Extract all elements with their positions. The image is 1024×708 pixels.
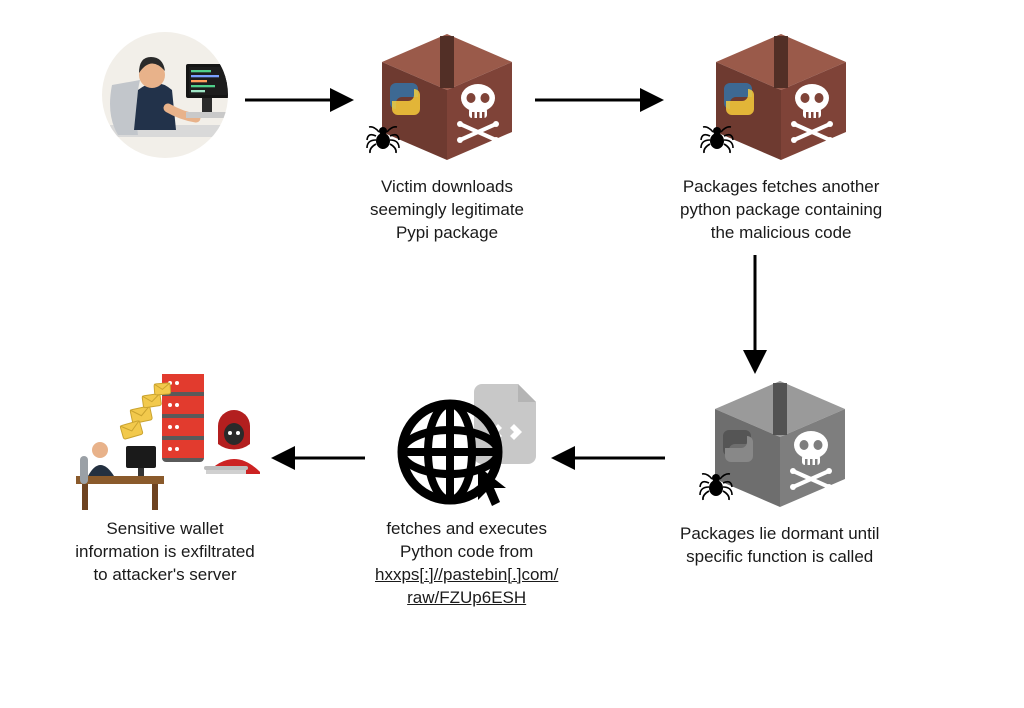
exfil-line2: information is exfiltrated [75,542,255,561]
node-dormant: Packages lie dormant until specific func… [680,375,879,569]
fetch-url2: raw/FZUp6ESH [407,588,526,607]
pkg1-line2: seemingly legitimate [370,200,524,219]
node-fetch: fetches and executes Python code from hx… [375,380,558,610]
pkg1-line3: Pypi package [396,223,498,242]
fetch-line2: Python code from [400,542,533,561]
pkg2-caption: Packages fetches another python package … [680,176,882,245]
pkg1-caption: Victim downloads seemingly legitimate Py… [370,176,524,245]
node-victim [90,30,240,160]
globe-fetch-icon [382,380,552,510]
developer-icon [90,30,240,160]
pkg2-line3: the malicious code [711,223,852,242]
spider-icon [366,124,400,154]
malicious-package-icon [706,28,856,168]
dormant-line2: specific function is called [686,547,873,566]
spider-icon [699,471,733,501]
exfil-caption: Sensitive wallet information is exfiltra… [75,518,255,587]
spider-icon [700,124,734,154]
dormant-line1: Packages lie dormant until [680,524,879,543]
exfil-line3: to attacker's server [93,565,236,584]
node-pkg1: Victim downloads seemingly legitimate Py… [370,28,524,245]
pkg1-line1: Victim downloads [381,177,513,196]
fetch-caption: fetches and executes Python code from hx… [375,518,558,610]
dormant-caption: Packages lie dormant until specific func… [680,523,879,569]
pkg2-line2: python package containing [680,200,882,219]
fetch-line1: fetches and executes [386,519,547,538]
exfiltration-icon [70,370,260,510]
malicious-package-icon [372,28,522,168]
node-pkg2: Packages fetches another python package … [680,28,882,245]
exfil-line1: Sensitive wallet [106,519,223,538]
dormant-package-icon [705,375,855,515]
fetch-url1: hxxps[:]//pastebin[.]com/ [375,565,558,584]
node-exfil: Sensitive wallet information is exfiltra… [70,370,260,587]
pkg2-line1: Packages fetches another [683,177,880,196]
